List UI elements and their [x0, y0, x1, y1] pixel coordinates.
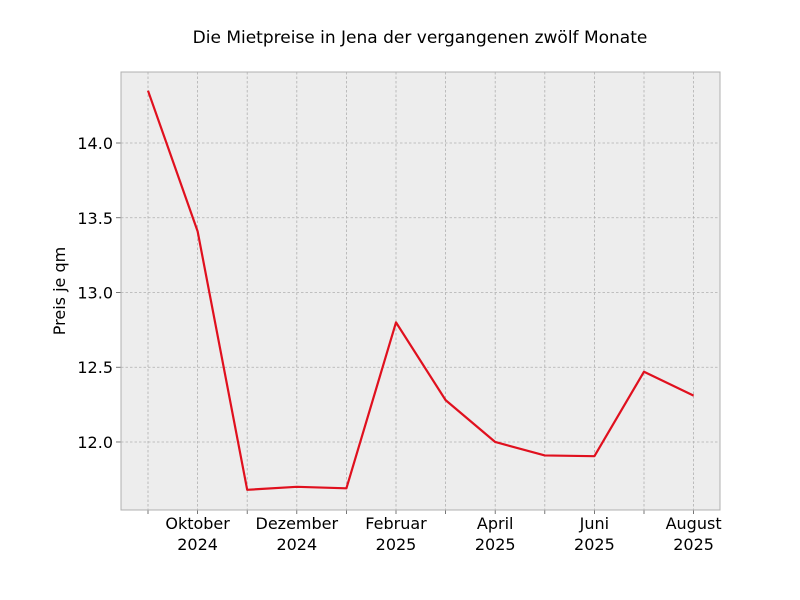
series-line: [146, 90, 695, 491]
chart-title: Die Mietpreise in Jena der vergangenen z…: [193, 28, 648, 48]
y-tick-label: 14.0: [77, 134, 113, 153]
ticks: 12.0 12.5 13.0 13.5 14.0 Oktober 2024 Dezember 2…: [77, 134, 721, 554]
grid: [121, 72, 720, 510]
data-points: [147, 90, 694, 490]
x-tick-label: Dezember 2024: [256, 514, 339, 554]
plot-area: [121, 72, 720, 510]
y-tick-label: 12.0: [77, 433, 113, 452]
x-tick-label: Juni 2025: [574, 514, 615, 554]
y-tick-label: 12.5: [77, 358, 113, 377]
x-tick-label: April 2025: [475, 514, 516, 554]
y-tick-label: 13.5: [77, 209, 113, 228]
y-tick-label: 13.0: [77, 283, 113, 302]
plot-frame: [120, 71, 721, 511]
x-tick-label: August 2025: [666, 514, 722, 554]
x-tick-label: Februar 2025: [365, 514, 427, 554]
x-tick-label: Oktober 2024: [165, 514, 230, 554]
y-axis-label: Preis je qm: [50, 247, 69, 335]
